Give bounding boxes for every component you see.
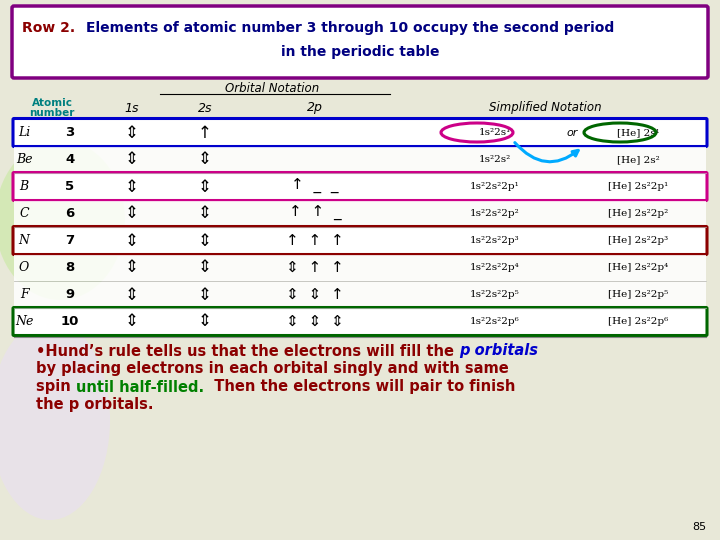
Text: O: O bbox=[19, 261, 29, 274]
Text: 1s²2s²2p¹: 1s²2s²2p¹ bbox=[470, 182, 520, 191]
Text: F: F bbox=[19, 288, 28, 301]
Text: ↑  _  _: ↑ _ _ bbox=[292, 179, 338, 194]
Text: [He] 2s²: [He] 2s² bbox=[616, 155, 660, 164]
Text: ⇕: ⇕ bbox=[198, 205, 212, 222]
Text: ⇕  ↑  ↑: ⇕ ↑ ↑ bbox=[286, 260, 344, 275]
Text: •Hund’s rule tells us that the electrons will fill the: •Hund’s rule tells us that the electrons… bbox=[36, 343, 459, 359]
Text: [He] 2s²2p²: [He] 2s²2p² bbox=[608, 209, 668, 218]
Text: 6: 6 bbox=[66, 207, 75, 220]
Bar bbox=[14, 200, 706, 226]
Text: ⇕: ⇕ bbox=[125, 178, 139, 195]
Text: N: N bbox=[19, 234, 30, 247]
Text: until half-filled.: until half-filled. bbox=[76, 380, 204, 395]
Text: by placing electrons in each orbital singly and with same: by placing electrons in each orbital sin… bbox=[36, 361, 509, 376]
Text: 1s²2s²2p²: 1s²2s²2p² bbox=[470, 209, 520, 218]
Text: ⇕: ⇕ bbox=[198, 178, 212, 195]
Text: [He] 2s²2p⁴: [He] 2s²2p⁴ bbox=[608, 263, 668, 272]
Text: ⇕  ⇕  ↑: ⇕ ⇕ ↑ bbox=[286, 287, 344, 302]
Text: 1s²2s²: 1s²2s² bbox=[479, 155, 511, 164]
Text: Row 2.: Row 2. bbox=[22, 21, 75, 35]
FancyBboxPatch shape bbox=[13, 118, 707, 146]
Text: or: or bbox=[567, 127, 577, 138]
FancyBboxPatch shape bbox=[13, 307, 707, 335]
Text: ⇕  ⇕  ⇕: ⇕ ⇕ ⇕ bbox=[286, 314, 344, 329]
Text: Orbital Notation: Orbital Notation bbox=[225, 82, 319, 94]
Text: 1s²2s²2p⁶: 1s²2s²2p⁶ bbox=[470, 317, 520, 326]
Text: 2s: 2s bbox=[198, 102, 212, 114]
Bar bbox=[14, 281, 706, 307]
Text: [He] 2s¹: [He] 2s¹ bbox=[616, 128, 660, 137]
Text: Be: Be bbox=[16, 153, 32, 166]
Text: 1s²2s²2p⁵: 1s²2s²2p⁵ bbox=[470, 290, 520, 299]
Text: ↑  ↑  _: ↑ ↑ _ bbox=[289, 206, 341, 221]
Text: ⇕: ⇕ bbox=[125, 151, 139, 168]
Text: ⇕: ⇕ bbox=[125, 205, 139, 222]
Text: 9: 9 bbox=[66, 288, 75, 301]
Text: 7: 7 bbox=[66, 234, 75, 247]
Text: 3: 3 bbox=[66, 126, 75, 139]
Text: C: C bbox=[19, 207, 29, 220]
Text: Atomic: Atomic bbox=[32, 98, 73, 108]
Text: ⇕: ⇕ bbox=[125, 232, 139, 249]
Bar bbox=[14, 146, 706, 172]
Text: 1s²2s¹: 1s²2s¹ bbox=[479, 128, 511, 137]
Text: [He] 2s²2p⁶: [He] 2s²2p⁶ bbox=[608, 317, 668, 326]
Text: ⇕: ⇕ bbox=[198, 151, 212, 168]
Text: 1s: 1s bbox=[125, 102, 139, 114]
Text: number: number bbox=[30, 108, 75, 118]
Text: 1s²2s²2p³: 1s²2s²2p³ bbox=[470, 236, 520, 245]
Text: ⇕: ⇕ bbox=[125, 124, 139, 141]
Text: 1s²2s²2p⁴: 1s²2s²2p⁴ bbox=[470, 263, 520, 272]
Text: Li: Li bbox=[18, 126, 30, 139]
Text: Elements of atomic number 3 through 10 occupy the second period: Elements of atomic number 3 through 10 o… bbox=[86, 21, 614, 35]
Text: p orbitals: p orbitals bbox=[459, 343, 538, 359]
Text: ⇕: ⇕ bbox=[125, 313, 139, 330]
Text: the p orbitals.: the p orbitals. bbox=[36, 397, 153, 413]
Text: ⇕: ⇕ bbox=[125, 286, 139, 303]
Text: ⇕: ⇕ bbox=[198, 232, 212, 249]
FancyBboxPatch shape bbox=[13, 226, 707, 254]
Text: in the periodic table: in the periodic table bbox=[281, 45, 439, 59]
Text: 2p: 2p bbox=[307, 102, 323, 114]
Text: B: B bbox=[19, 180, 29, 193]
Text: ↑  ↑  ↑: ↑ ↑ ↑ bbox=[286, 233, 344, 248]
Text: [He] 2s²2p⁵: [He] 2s²2p⁵ bbox=[608, 290, 668, 299]
Text: 85: 85 bbox=[692, 522, 706, 532]
Bar bbox=[14, 254, 706, 280]
Text: spin: spin bbox=[36, 380, 76, 395]
Ellipse shape bbox=[0, 320, 110, 520]
Text: Simplified Notation: Simplified Notation bbox=[489, 102, 601, 114]
Text: 8: 8 bbox=[66, 261, 75, 274]
Text: 5: 5 bbox=[66, 180, 75, 193]
Text: Then the electrons will pair to finish: Then the electrons will pair to finish bbox=[204, 380, 516, 395]
Text: 10: 10 bbox=[60, 315, 79, 328]
Text: Ne: Ne bbox=[15, 315, 33, 328]
Text: [He] 2s²2p³: [He] 2s²2p³ bbox=[608, 236, 668, 245]
Ellipse shape bbox=[0, 140, 125, 300]
Text: ⇕: ⇕ bbox=[198, 313, 212, 330]
FancyBboxPatch shape bbox=[12, 6, 708, 78]
Text: 4: 4 bbox=[66, 153, 75, 166]
Text: ⇕: ⇕ bbox=[125, 259, 139, 276]
Text: ⇕: ⇕ bbox=[198, 286, 212, 303]
FancyBboxPatch shape bbox=[13, 172, 707, 200]
Text: ⇕: ⇕ bbox=[198, 259, 212, 276]
Text: [He] 2s²2p¹: [He] 2s²2p¹ bbox=[608, 182, 668, 191]
Text: ↑: ↑ bbox=[198, 124, 212, 141]
